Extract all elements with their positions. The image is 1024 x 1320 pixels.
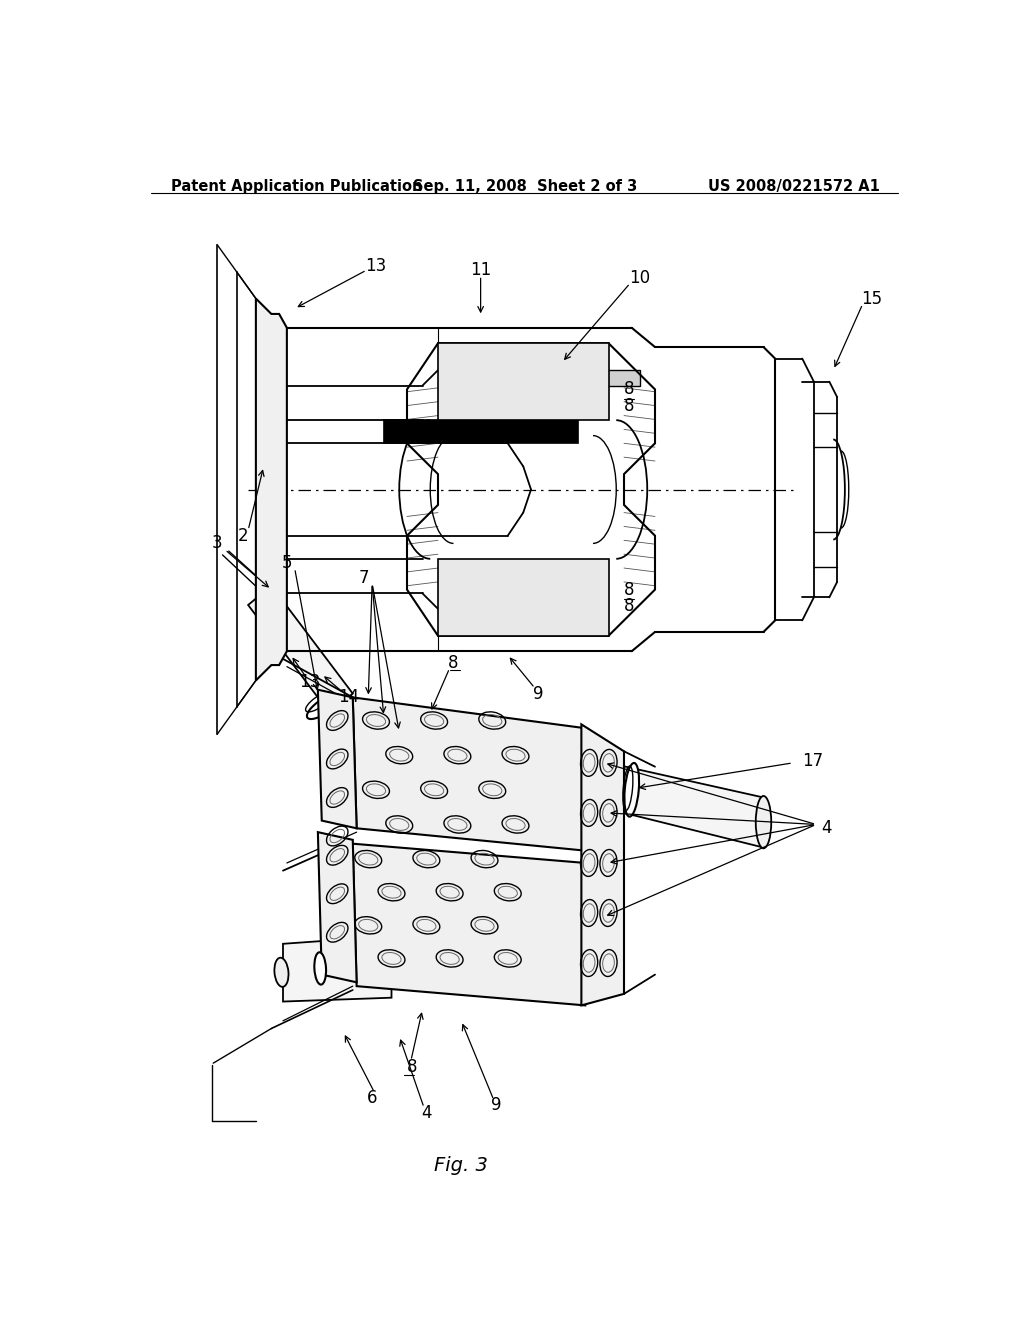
Text: 15: 15 bbox=[861, 289, 883, 308]
Text: Fig. 2: Fig. 2 bbox=[481, 729, 535, 747]
Text: 9: 9 bbox=[490, 1097, 502, 1114]
Text: US 2008/0221572 A1: US 2008/0221572 A1 bbox=[708, 180, 880, 194]
Ellipse shape bbox=[274, 958, 289, 987]
Polygon shape bbox=[438, 558, 608, 636]
Text: 8: 8 bbox=[624, 581, 635, 598]
Text: 4: 4 bbox=[421, 1105, 432, 1122]
Text: 8: 8 bbox=[624, 598, 635, 615]
Polygon shape bbox=[582, 725, 624, 1006]
Text: 2: 2 bbox=[238, 527, 248, 545]
Ellipse shape bbox=[625, 763, 639, 817]
Polygon shape bbox=[352, 843, 586, 1006]
Text: 8: 8 bbox=[624, 380, 635, 399]
Text: 4: 4 bbox=[821, 820, 833, 837]
Text: 5: 5 bbox=[282, 553, 292, 572]
Text: 17: 17 bbox=[802, 751, 823, 770]
Text: 9: 9 bbox=[534, 685, 544, 702]
Text: 7: 7 bbox=[359, 569, 370, 587]
Polygon shape bbox=[352, 697, 593, 851]
Polygon shape bbox=[317, 832, 356, 982]
Text: 13: 13 bbox=[299, 673, 321, 690]
Text: 8: 8 bbox=[624, 397, 635, 414]
Text: Patent Application Publication: Patent Application Publication bbox=[171, 180, 422, 194]
Text: 8: 8 bbox=[449, 653, 459, 672]
Text: 10: 10 bbox=[629, 269, 650, 286]
Text: 13: 13 bbox=[366, 257, 387, 275]
Text: 14: 14 bbox=[338, 689, 359, 706]
Text: Fig. 3: Fig. 3 bbox=[434, 1155, 488, 1175]
FancyBboxPatch shape bbox=[384, 420, 578, 444]
Text: Sep. 11, 2008  Sheet 2 of 3: Sep. 11, 2008 Sheet 2 of 3 bbox=[413, 180, 637, 194]
Polygon shape bbox=[256, 298, 287, 681]
Text: 11: 11 bbox=[470, 261, 492, 279]
Text: 6: 6 bbox=[367, 1089, 378, 1106]
Polygon shape bbox=[438, 343, 608, 420]
Polygon shape bbox=[283, 936, 391, 1002]
Text: 8: 8 bbox=[407, 1059, 418, 1076]
Ellipse shape bbox=[314, 952, 326, 985]
Text: 3: 3 bbox=[212, 535, 222, 552]
Polygon shape bbox=[317, 689, 356, 829]
Ellipse shape bbox=[756, 796, 771, 849]
Polygon shape bbox=[248, 586, 352, 713]
FancyBboxPatch shape bbox=[484, 370, 640, 385]
Polygon shape bbox=[608, 763, 764, 847]
